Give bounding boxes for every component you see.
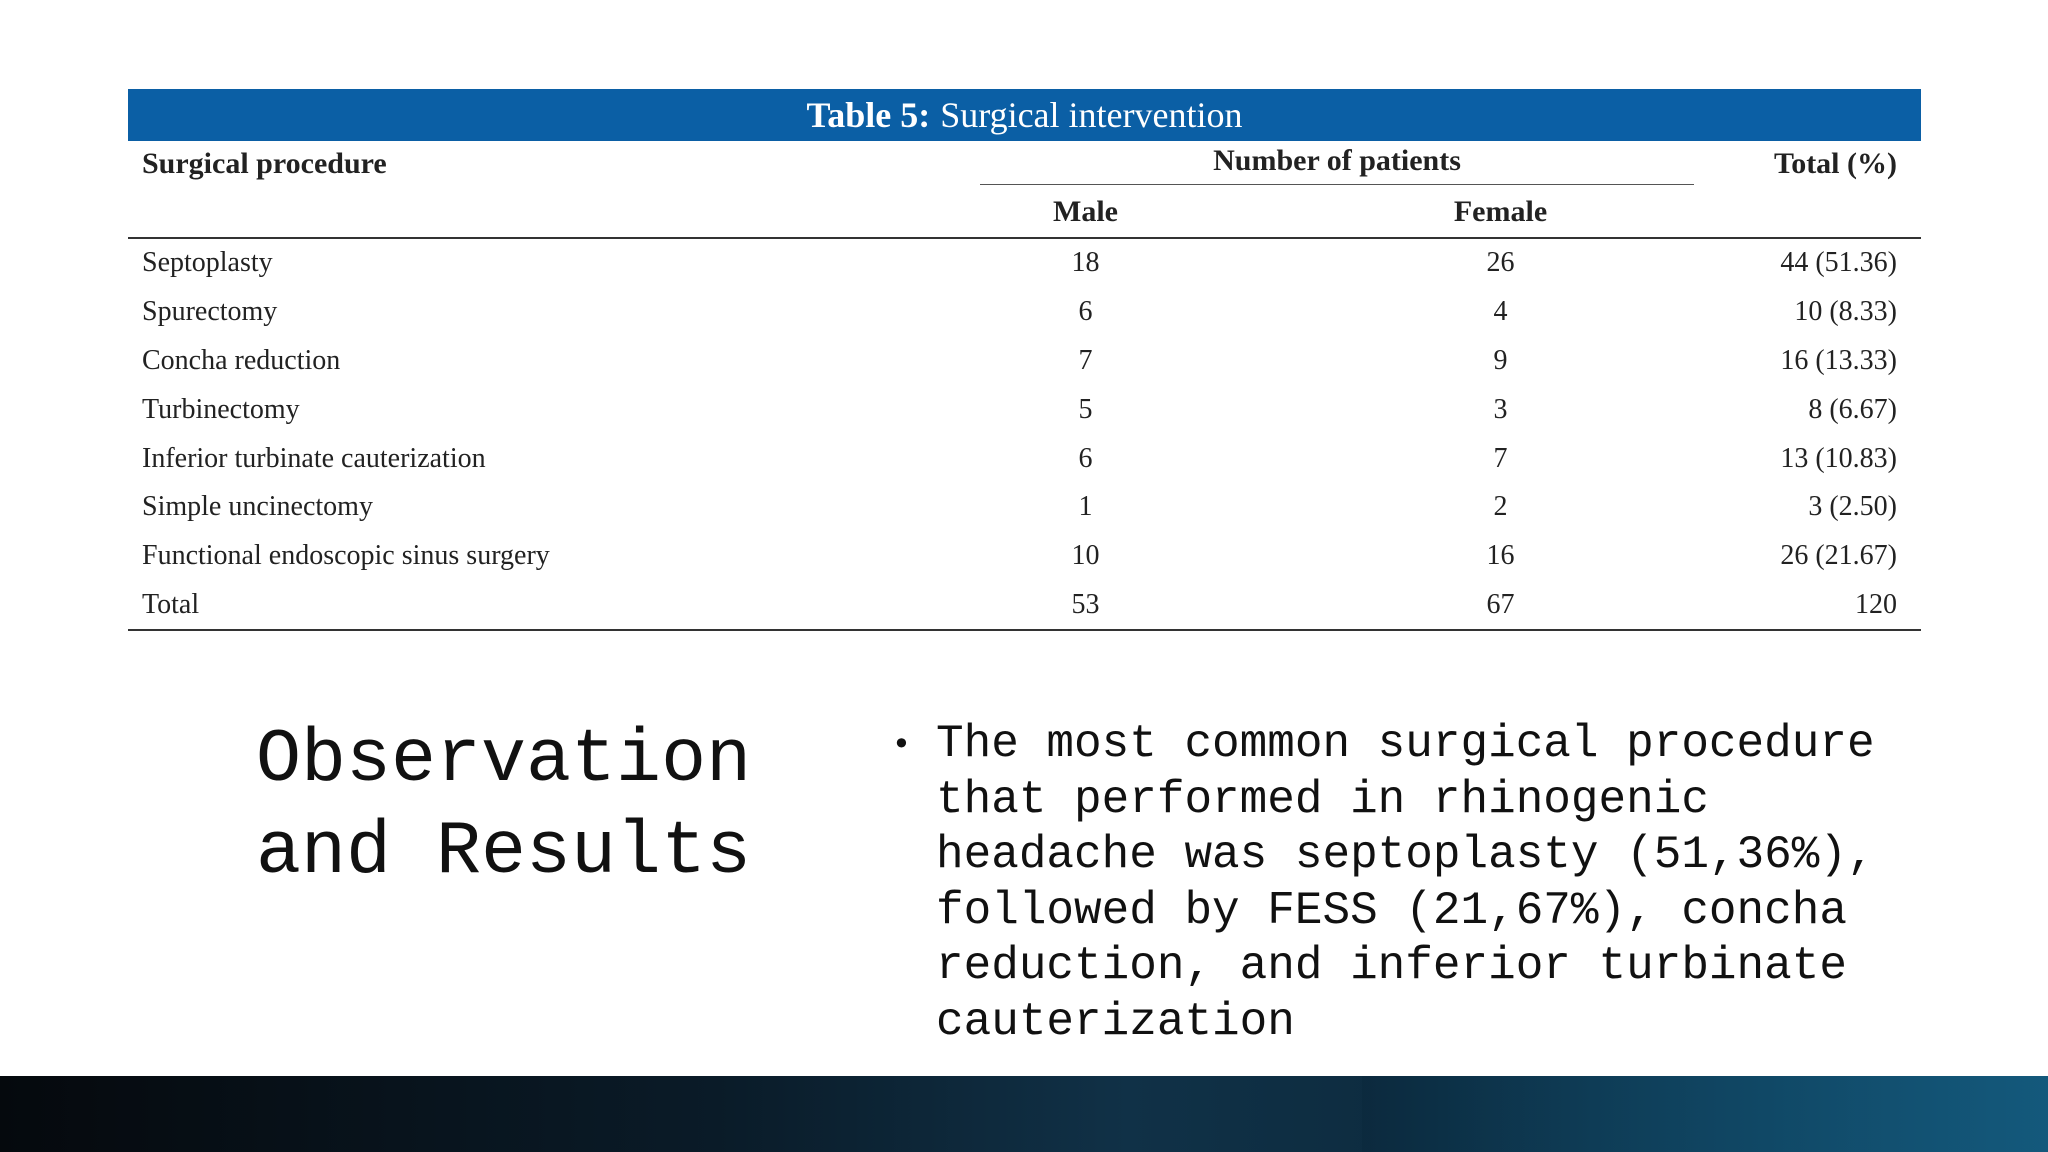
- cell-male: 1: [1078, 491, 1093, 523]
- footer-band: [0, 1076, 2048, 1152]
- header-number-of-patients: Number of patients: [878, 141, 1708, 187]
- header-blank: [128, 187, 878, 238]
- cell-total: 44 (51.36): [1780, 247, 1897, 279]
- cell-total: 120: [1708, 580, 1921, 632]
- cell-female: 16: [1486, 540, 1515, 572]
- cell-female: 26: [1486, 247, 1515, 279]
- bullet-list: • The most common surgical procedure tha…: [892, 717, 1892, 1077]
- table-caption-number: Table 5:: [806, 95, 931, 135]
- cell-female: 4: [1493, 296, 1508, 328]
- table-row: Spurectomy 6 4 10 (8.33): [128, 288, 1921, 337]
- cell-total: 16 (13.33): [1780, 344, 1897, 376]
- table-caption: Table 5: Surgical intervention: [128, 89, 1921, 141]
- table-row: Turbinectomy 5 3 8 (6.67): [128, 385, 1921, 434]
- cell-total: 3 (2.50): [1808, 491, 1897, 523]
- cell-procedure: Inferior turbinate cauterization: [142, 442, 486, 474]
- cell-female: 7: [1493, 442, 1508, 474]
- header-male: Male: [1053, 195, 1118, 228]
- cell-total: 10 (8.33): [1794, 296, 1897, 328]
- data-table: Surgical procedure Number of patients To…: [128, 141, 1921, 632]
- table-row: Inferior turbinate cauterization 6 7 13 …: [128, 434, 1921, 483]
- cell-procedure: Turbinectomy: [142, 393, 300, 425]
- table-row: Septoplasty 18 26 44 (51.36): [128, 238, 1921, 288]
- cell-male: 5: [1078, 393, 1093, 425]
- header-blank: [1708, 187, 1921, 238]
- table-row: Functional endoscopic sinus surgery 10 1…: [128, 532, 1921, 581]
- surgical-intervention-table: Table 5: Surgical intervention Surgical …: [128, 89, 1921, 632]
- header-row-2: Male Female: [128, 187, 1921, 238]
- cell-female: 2: [1493, 491, 1508, 523]
- footer-accent-panel: [1362, 1076, 2048, 1152]
- cell-male: 7: [1078, 344, 1093, 376]
- bullet-text: The most common surgical procedure that …: [936, 718, 1875, 1048]
- cell-procedure: Concha reduction: [142, 344, 341, 376]
- cell-female: 67: [1293, 580, 1708, 632]
- table-caption-title: Surgical intervention: [940, 95, 1243, 135]
- cell-procedure: Septoplasty: [142, 247, 273, 279]
- header-total: Total (%): [1773, 147, 1897, 180]
- cell-procedure: Spurectomy: [142, 296, 278, 328]
- cell-male: 6: [1078, 442, 1093, 474]
- cell-male: 10: [1071, 540, 1100, 572]
- cell-procedure: Functional endoscopic sinus surgery: [142, 540, 550, 572]
- cell-male: 53: [878, 580, 1293, 632]
- header-female: Female: [1453, 195, 1548, 228]
- bullet-dot-icon: •: [892, 725, 911, 763]
- cell-total: 13 (10.83): [1780, 442, 1897, 474]
- cell-procedure: Simple uncinectomy: [142, 491, 373, 523]
- header-row-1: Surgical procedure Number of patients To…: [128, 141, 1921, 187]
- cell-female: 9: [1493, 344, 1508, 376]
- table-row: Concha reduction 7 9 16 (13.33): [128, 337, 1921, 386]
- header-procedure: Surgical procedure: [142, 147, 387, 180]
- cell-male: 18: [1071, 247, 1100, 279]
- section-title: Observation and Results: [256, 718, 752, 895]
- cell-total: 26 (21.67): [1780, 540, 1897, 572]
- header-group-label: Number of patients: [980, 144, 1694, 185]
- cell-female: 3: [1493, 393, 1508, 425]
- cell-total: 8 (6.67): [1808, 393, 1897, 425]
- cell-procedure: Total: [128, 580, 878, 632]
- cell-male: 6: [1078, 296, 1093, 328]
- table-row-total: Total 53 67 120: [128, 580, 1921, 632]
- table-row: Simple uncinectomy 1 2 3 (2.50): [128, 483, 1921, 532]
